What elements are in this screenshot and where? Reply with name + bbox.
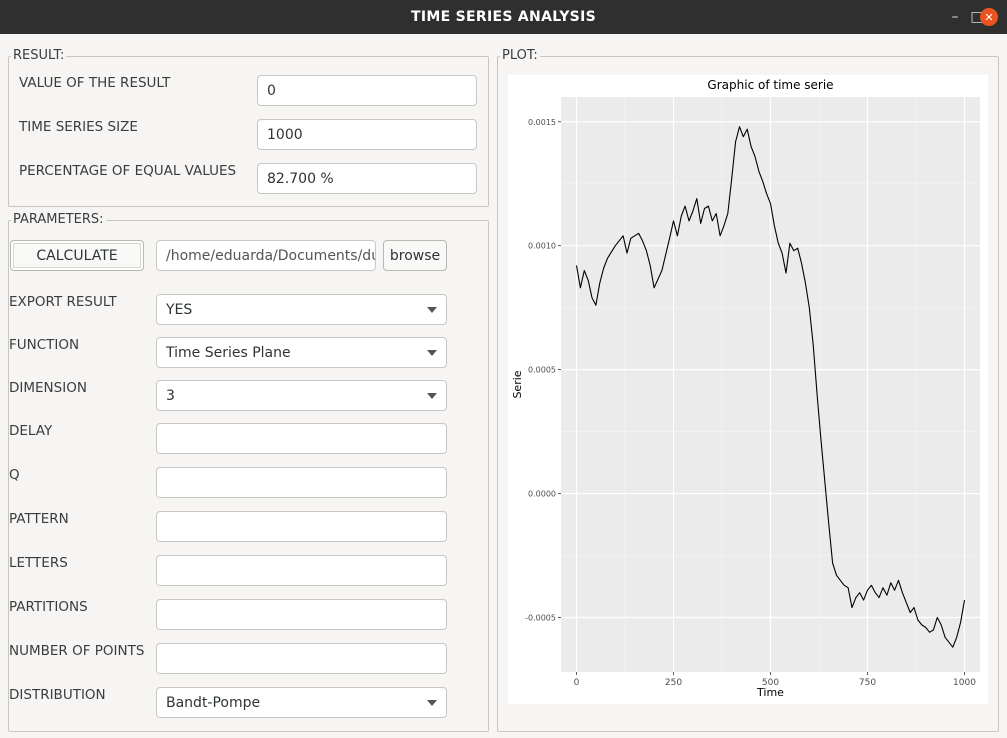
x-tick-label: 750 <box>859 678 876 688</box>
close-icon[interactable]: ✕ <box>980 8 998 26</box>
chevron-down-icon <box>427 306 437 313</box>
parameters-group-title: PARAMETERS: <box>11 212 106 228</box>
x-tick-label: 250 <box>665 678 682 688</box>
delay-label: DELAY <box>9 423 53 439</box>
q-label: Q <box>9 467 20 483</box>
x-axis-label: Time <box>756 686 784 699</box>
function-label: FUNCTION <box>9 337 80 353</box>
function-select[interactable]: Time Series Plane <box>156 337 447 368</box>
percentage-equal-values-field[interactable]: 82.700 % <box>257 163 477 194</box>
x-tick-label: 0 <box>574 678 580 688</box>
result-group: RESULT: <box>8 48 489 207</box>
result-group-title: RESULT: <box>11 48 67 64</box>
file-path-field[interactable]: /home/eduarda/Documents/du <box>156 240 376 271</box>
minimize-icon[interactable]: – <box>951 9 959 25</box>
partitions-label: PARTITIONS <box>9 599 88 615</box>
percentage-equal-values-label: PERCENTAGE OF EQUAL VALUES <box>19 163 237 179</box>
number-of-points-label: NUMBER OF POINTS <box>9 643 145 659</box>
partitions-input[interactable] <box>156 599 447 630</box>
time-series-chart: 0 250 500 750 1000 -0.0005 0.0000 0.0005 0.0010 0… <box>511 78 980 699</box>
number-of-points-input[interactable] <box>156 643 447 674</box>
letters-input[interactable] <box>156 555 447 586</box>
x-tick-label: 500 <box>762 678 779 688</box>
delay-input[interactable] <box>156 423 447 454</box>
export-result-value: YES <box>166 301 193 318</box>
chevron-down-icon <box>427 392 437 399</box>
browse-button[interactable]: browse <box>383 240 447 271</box>
y-tick-label: 0.0000 <box>528 490 556 499</box>
export-result-select[interactable]: YES <box>156 294 447 325</box>
value-of-result-label: VALUE OF THE RESULT <box>19 75 171 91</box>
y-axis-label: Serie <box>511 370 524 398</box>
time-series-size-label: TIME SERIES SIZE <box>19 119 138 135</box>
chevron-down-icon <box>427 349 437 356</box>
y-tick-label: 0.0005 <box>528 366 556 375</box>
dimension-select[interactable]: 3 <box>156 380 447 411</box>
window-title: TIME SERIES ANALYSIS <box>411 9 596 25</box>
y-tick-label: 0.0015 <box>528 118 556 127</box>
dimension-value: 3 <box>166 387 175 404</box>
distribution-label: DISTRIBUTION <box>9 687 106 703</box>
title-bar: TIME SERIES ANALYSIS <box>0 0 1007 34</box>
chevron-down-icon <box>427 699 437 706</box>
x-tick-label: 1000 <box>953 678 976 688</box>
value-of-result-field[interactable]: 0 <box>257 75 477 106</box>
distribution-value: Bandt-Pompe <box>166 694 261 711</box>
y-tick-label: -0.0005 <box>525 613 556 622</box>
plot-group: PLOT: <box>497 48 999 732</box>
plot-group-title: PLOT: <box>500 48 540 64</box>
pattern-label: PATTERN <box>9 511 69 527</box>
y-tick-label: 0.0010 <box>528 242 556 251</box>
distribution-select[interactable]: Bandt-Pompe <box>156 687 447 718</box>
series-line <box>575 126 966 648</box>
pattern-input[interactable] <box>156 511 447 542</box>
export-result-label: EXPORT RESULT <box>9 294 117 310</box>
parameters-group: PARAMETERS: <box>8 212 489 732</box>
q-input[interactable] <box>156 467 447 498</box>
dimension-label: DIMENSION <box>9 380 87 396</box>
calculate-button[interactable]: CALCULATE <box>10 240 144 271</box>
chart-title: Graphic of time serie <box>707 78 833 92</box>
plot-canvas: 0 250 500 750 1000 -0.0005 0.0000 0.0005 0.0010 0… <box>508 75 988 704</box>
function-value: Time Series Plane <box>166 344 291 361</box>
time-series-size-field[interactable]: 1000 <box>257 119 477 150</box>
letters-label: LETTERS <box>9 555 68 571</box>
